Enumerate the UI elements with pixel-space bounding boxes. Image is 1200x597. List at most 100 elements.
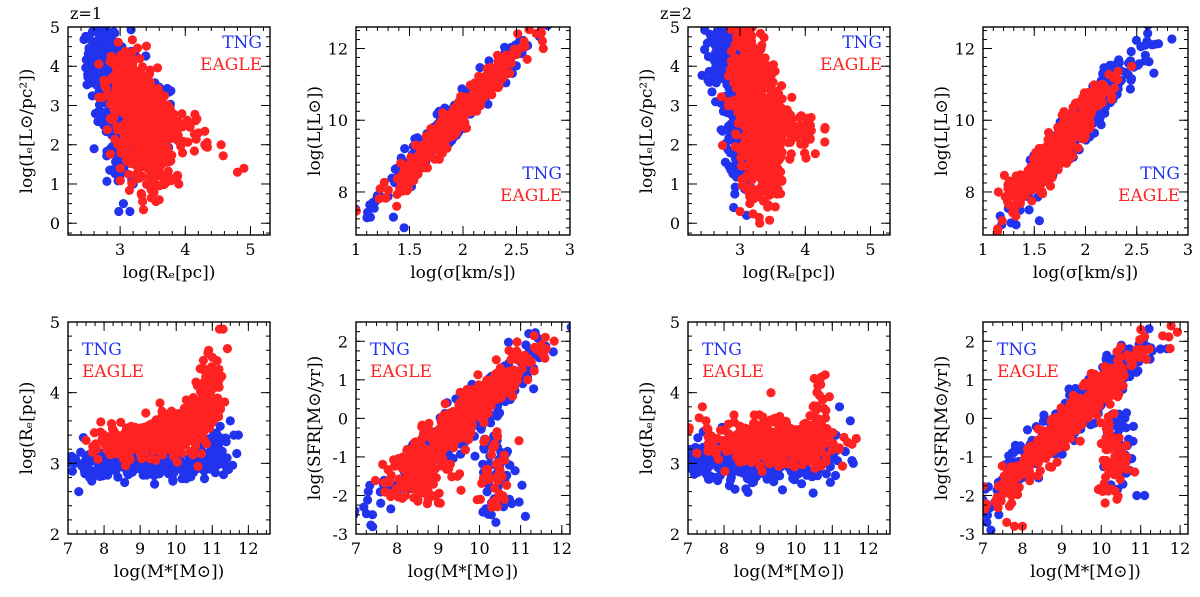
scatter-point <box>457 119 467 129</box>
scatter-point <box>107 115 117 125</box>
scatter-point <box>745 94 755 104</box>
scatter-point <box>239 163 249 173</box>
scatter-point <box>1064 143 1075 153</box>
scatter-point <box>146 77 156 88</box>
scatter-point <box>1149 68 1159 78</box>
x-tick-label: 5 <box>865 240 875 259</box>
scatter-point <box>122 467 132 478</box>
scatter-point <box>176 141 186 151</box>
ticks <box>687 26 890 235</box>
scatter-point <box>124 185 134 195</box>
scatter-point <box>126 72 136 83</box>
scatter-point <box>190 109 200 119</box>
scatter-point <box>155 398 165 408</box>
scatter-point <box>102 124 112 135</box>
scatter-point <box>149 446 159 456</box>
scatter-point <box>126 421 136 431</box>
scatter-point <box>772 148 782 158</box>
scatter-point <box>99 433 109 443</box>
scatter-point <box>150 479 160 489</box>
plot-frame <box>67 26 271 236</box>
scatter-point <box>1016 185 1026 195</box>
scatter-point <box>1066 150 1077 160</box>
x-tick-label: 8 <box>99 539 109 558</box>
x-tick-label: 2 <box>458 240 468 259</box>
points-z1-sfr-mstar <box>356 322 570 532</box>
scatter-point <box>163 431 173 441</box>
scatter-point <box>1134 59 1144 69</box>
scatter-point <box>744 107 754 117</box>
scatter-point <box>730 182 740 192</box>
scatter-point <box>399 174 409 184</box>
scatter-point <box>1090 84 1100 94</box>
scatter-point <box>767 173 777 183</box>
legend-tng: TNG <box>842 33 882 53</box>
scatter-point <box>777 128 787 138</box>
scatter-point <box>107 72 118 83</box>
scatter-point <box>106 440 116 450</box>
scatter-point <box>114 206 124 217</box>
scatter-point <box>771 113 781 124</box>
scatter-point <box>137 158 147 168</box>
x-axis-label: log(σ[km/s]) <box>410 263 516 283</box>
points-z1-ie-re <box>79 27 249 217</box>
scatter-point <box>111 157 121 167</box>
scatter-point <box>103 37 113 47</box>
scatter-point <box>187 409 197 419</box>
scatter-point <box>717 140 728 150</box>
y-tick-label: 3 <box>670 96 680 115</box>
y-axis-label: log(Iₑ[L⊙/pc²]) <box>637 69 657 194</box>
scatter-point <box>225 416 235 426</box>
scatter-point <box>392 201 402 211</box>
scatter-point <box>113 437 123 447</box>
scatter-point <box>127 178 137 188</box>
y-axis-label: log(L[L⊙]) <box>305 86 325 176</box>
scatter-point <box>135 54 145 64</box>
scatter-point <box>739 50 750 60</box>
scatter-point <box>748 139 758 150</box>
scatter-point <box>112 430 122 440</box>
scatter-point <box>765 215 775 225</box>
scatter-point <box>1127 61 1137 71</box>
scatter-point <box>81 465 92 475</box>
scatter-point <box>442 112 452 122</box>
x-tick-label: 4 <box>800 240 810 259</box>
y-tick-label: 5 <box>670 18 680 37</box>
scatter-point <box>154 119 164 129</box>
scatter-point <box>777 175 787 185</box>
scatter-point <box>453 99 463 109</box>
scatter-point <box>374 194 384 204</box>
scatter-point <box>1161 16 1170 25</box>
scatter-point <box>399 223 409 233</box>
scatter-point <box>109 27 119 37</box>
scatter-point <box>168 476 178 486</box>
scatter-point <box>790 132 800 142</box>
scatter-point <box>79 34 89 45</box>
scatter-point <box>156 464 166 474</box>
scatter-point <box>726 27 736 34</box>
scatter-point <box>500 68 510 78</box>
scatter-point <box>113 66 123 76</box>
scatter-point <box>81 435 91 445</box>
scatter-point <box>707 87 717 97</box>
scatter-point <box>502 55 512 65</box>
scatter-point <box>98 50 109 60</box>
scatter-point <box>124 169 134 179</box>
scatter-point <box>137 62 148 72</box>
scatter-point <box>151 455 161 465</box>
scatter-point <box>143 132 153 142</box>
scatter-point <box>90 108 100 119</box>
scatter-point <box>441 128 451 138</box>
scatter-point <box>203 402 214 412</box>
scatter-point <box>745 198 755 209</box>
scatter-point <box>566 322 570 332</box>
scatter-point <box>475 63 485 73</box>
y-tick-label: 1 <box>50 175 60 194</box>
scatter-point <box>120 477 130 488</box>
scatter-point <box>750 171 760 181</box>
scatter-point <box>779 120 789 130</box>
scatter-point <box>754 95 764 105</box>
